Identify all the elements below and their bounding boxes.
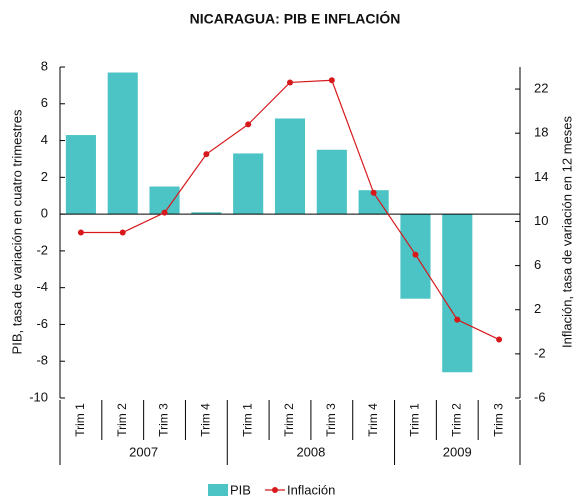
x-tick-label: Trim 3 [324, 403, 338, 437]
y2-tick-label: 2 [534, 301, 541, 316]
y-tick-label: -6 [36, 316, 48, 331]
bar [442, 214, 473, 373]
line-point [203, 151, 210, 158]
y-tick-label: 4 [41, 132, 48, 147]
y-tick-label: 0 [41, 206, 48, 221]
bar [149, 186, 180, 215]
y2-tick-label: 14 [534, 169, 548, 184]
y2-tick-label: 22 [534, 81, 548, 96]
line-point [287, 79, 293, 86]
y2-tick-label: -2 [534, 345, 546, 360]
y2-tick-label: -6 [534, 389, 546, 404]
x-group-label: 2008 [296, 444, 325, 459]
bar [107, 72, 138, 215]
y-tick-label: -4 [36, 279, 48, 294]
x-tick-label: Trim 1 [73, 403, 87, 437]
x-group-label: 2007 [129, 444, 158, 459]
y2-tick-label: 10 [534, 213, 548, 228]
y-tick-label: -2 [36, 242, 48, 257]
line-point [412, 251, 419, 258]
y2-tick-label: 18 [534, 125, 548, 140]
line-point [370, 189, 377, 196]
legend-label: PIB [230, 482, 251, 497]
line-point [119, 229, 126, 236]
x-tick-label: Trim 2 [449, 403, 463, 437]
x-tick-label: Trim 2 [282, 403, 296, 437]
line-point [245, 121, 252, 128]
y-tick-label: 6 [41, 95, 48, 110]
bar [274, 118, 306, 215]
bar [65, 135, 96, 215]
legend-swatch [208, 484, 228, 496]
legend-swatch [271, 487, 278, 493]
chart-title: NICARAGUA: PIB E INFLACIÓN [190, 10, 401, 27]
x-tick-label: Trim 1 [240, 403, 254, 437]
line-point [328, 77, 335, 84]
bar [191, 212, 222, 215]
bar [358, 190, 389, 215]
line-point [161, 209, 168, 216]
y-tick-label: -8 [36, 353, 48, 368]
y2-axis-label: Inflación, tasa de variación en 12 meses [559, 116, 574, 348]
x-tick-label: Trim 1 [408, 403, 422, 437]
x-tick-label: Trim 3 [491, 403, 505, 437]
y2-tick-label: 6 [534, 257, 541, 272]
x-tick-label: Trim 4 [366, 403, 380, 437]
bar [316, 149, 347, 215]
y-tick-label: 8 [41, 58, 48, 73]
legend-label: Inflación [287, 482, 335, 497]
y-axis-label: PIB, tasa de variación en cuatro trimest… [9, 109, 24, 354]
x-group-label: 2009 [443, 444, 472, 459]
x-tick-label: Trim 2 [115, 403, 129, 437]
line-point [454, 316, 461, 323]
y-tick-label: -10 [29, 389, 48, 404]
bar [233, 153, 264, 215]
x-tick-label: Trim 3 [157, 403, 171, 437]
y-tick-label: 2 [41, 169, 48, 184]
line-point [496, 336, 503, 343]
x-tick-label: Trim 4 [199, 403, 213, 437]
line-point [77, 229, 84, 236]
